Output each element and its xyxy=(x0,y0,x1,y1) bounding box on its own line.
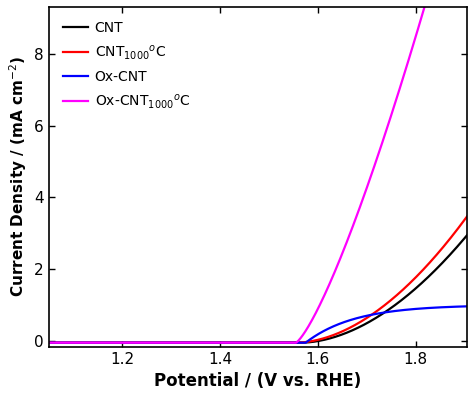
Y-axis label: Current Density / (mA cm$^{-2}$): Current Density / (mA cm$^{-2}$) xyxy=(7,56,28,297)
X-axis label: Potential / (V vs. RHE): Potential / (V vs. RHE) xyxy=(155,372,362,390)
Legend: CNT, CNT$_{1000}$$^{o}$C, Ox-CNT, Ox-CNT$_{1000}$$^{o}$C: CNT, CNT$_{1000}$$^{o}$C, Ox-CNT, Ox-CNT… xyxy=(56,14,197,118)
